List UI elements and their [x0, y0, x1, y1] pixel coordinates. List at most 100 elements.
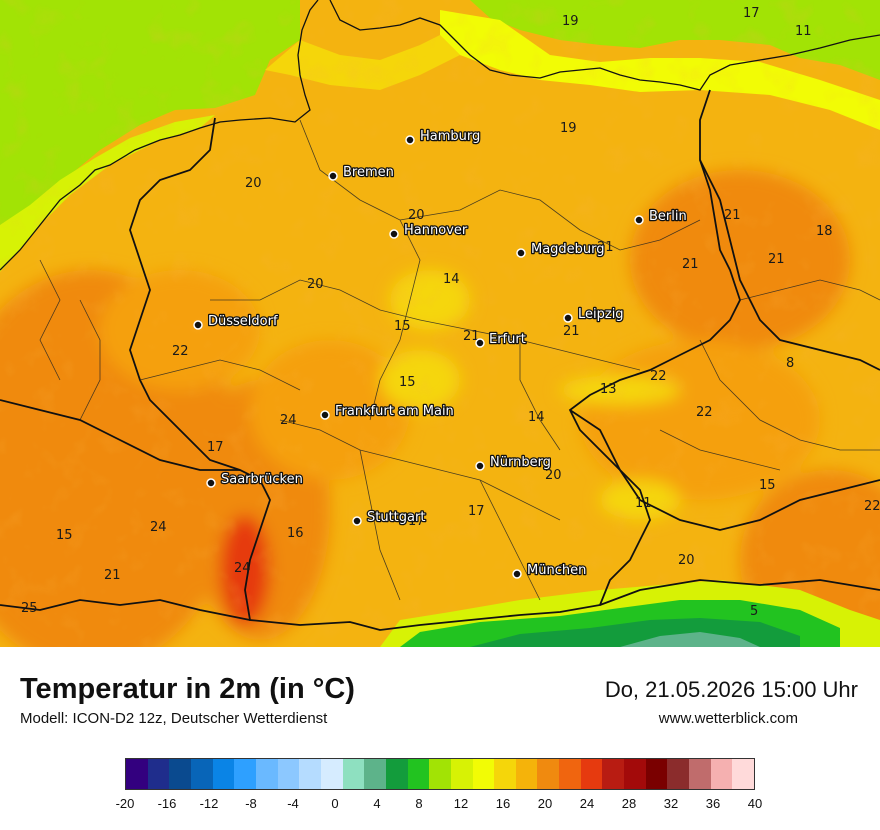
temp-value: 15: [56, 528, 73, 543]
city-label: Stuttgart: [367, 510, 425, 525]
city-magdeburg: Magdeburg: [516, 241, 606, 258]
temp-value: 19: [560, 121, 577, 136]
temp-value: 16: [287, 526, 304, 541]
scale-swatch: [126, 759, 148, 789]
website-link[interactable]: www.wetterblick.com: [658, 710, 798, 727]
scale-tick-label: -8: [245, 796, 257, 811]
temp-value: 21: [682, 257, 699, 272]
scale-swatch: [234, 759, 256, 789]
model-info: Modell: ICON-D2 12z, Deutscher Wetterdie…: [20, 710, 328, 727]
city-stuttgart: Stuttgart: [352, 509, 427, 526]
scale-tick-label: 0: [331, 796, 339, 811]
border-germany: [129, 89, 741, 631]
city-leipzig: Leipzig: [563, 306, 625, 323]
temp-value: 24: [234, 561, 251, 576]
scale-swatch: [624, 759, 646, 789]
city-label: Berlin: [649, 209, 687, 224]
scale-swatch: [190, 759, 213, 789]
scale-tick-label: 12: [453, 796, 469, 811]
scale-tick-label: 32: [663, 796, 679, 811]
scale-swatch: [689, 759, 711, 789]
scale-swatch: [515, 759, 538, 789]
scale-swatch: [710, 759, 733, 789]
border-france: [0, 399, 240, 471]
scale-swatch: [277, 759, 300, 789]
temp-value: 17: [207, 440, 224, 455]
temp-value: 18: [816, 224, 833, 239]
city-label: Erfurt: [489, 332, 526, 347]
temp-value: 20: [545, 468, 562, 483]
forecast-datetime: Do, 21.05.2026 15:00 Uhr: [604, 677, 858, 702]
city-label: Frankfurt am Main: [335, 404, 454, 419]
scale-swatch: [385, 759, 408, 789]
temp-value: 11: [635, 496, 652, 511]
border-swiss: [0, 599, 251, 621]
scale-swatch: [364, 759, 386, 789]
scale-swatch: [559, 759, 581, 789]
temp-value: 22: [172, 344, 189, 359]
scale-tick-label: 24: [579, 796, 595, 811]
temp-value: 11: [795, 24, 812, 39]
temp-value: 17: [743, 6, 760, 21]
border-poland: [699, 159, 880, 371]
border-czech: [569, 409, 880, 531]
temp-value: 20: [245, 176, 262, 191]
scale-swatch: [537, 759, 560, 789]
city-frankfurt: Frankfurt am Main: [320, 403, 455, 420]
map-title: Temperatur in 2m (in °C): [20, 673, 355, 705]
scale-tick-label: 8: [415, 796, 423, 811]
border-austria: [599, 579, 880, 606]
temp-value: 21: [768, 252, 785, 267]
temp-value: 21: [104, 568, 121, 583]
temp-value: 20: [558, 563, 575, 578]
city-erfurt: Erfurt: [475, 331, 527, 348]
temp-value: 20: [408, 208, 425, 223]
city-label: Leipzig: [578, 307, 624, 322]
city-bremen: Bremen: [328, 164, 395, 181]
color-scale-ticks: -20 -16 -12 -8 -4 0 4 8 12 16 20 24 28 32 36 40: [0, 796, 880, 816]
city-saarbruecken: Saarbrücken: [206, 471, 304, 488]
city-duesseldorf: Düsseldorf: [193, 313, 279, 330]
alps-teal: [620, 632, 760, 647]
temp-value: 5: [750, 604, 758, 619]
scale-tick-label: 16: [495, 796, 511, 811]
scale-swatch: [255, 759, 278, 789]
scale-tick-label: -20: [115, 796, 135, 811]
temp-value: 21: [463, 329, 480, 344]
temp-value: 17: [408, 514, 425, 529]
temp-value: 8: [786, 356, 794, 371]
scale-swatch: [299, 759, 321, 789]
temp-value: 14: [528, 410, 545, 425]
temp-value: 25: [21, 601, 38, 616]
temperature-value-labels: 17 11 19 19 20 20 20 14 15 15 22 21 21 2…: [21, 6, 880, 619]
city-markers: Hamburg Bremen Hannover Berlin Magdeburg…: [193, 128, 688, 579]
city-hamburg: Hamburg: [405, 128, 482, 145]
city-label: Nürnberg: [490, 455, 551, 470]
temp-value: 22: [650, 369, 667, 384]
scale-tick-label: 28: [621, 796, 637, 811]
city-label: Saarbrücken: [221, 472, 303, 487]
scale-swatch: [169, 759, 191, 789]
temp-value: 15: [394, 319, 411, 334]
city-nuernberg: Nürnberg: [475, 454, 552, 471]
city-label: Magdeburg: [531, 242, 605, 257]
scale-tick-label: 40: [747, 796, 763, 811]
city-label: Bremen: [343, 165, 394, 180]
scale-tick-label: -4: [287, 796, 299, 811]
temp-value: 19: [562, 14, 579, 29]
temp-value: 14: [443, 272, 460, 287]
temp-value: 21: [563, 324, 580, 339]
scale-tick-label: 4: [373, 796, 381, 811]
scale-swatch: [320, 759, 343, 789]
scale-swatch: [429, 759, 451, 789]
scale-swatch: [667, 759, 690, 789]
scale-swatch: [494, 759, 516, 789]
temp-value: 21: [597, 240, 614, 255]
city-berlin: Berlin: [634, 208, 688, 225]
scale-swatch: [342, 759, 365, 789]
color-scale-legend: [125, 758, 755, 790]
scale-tick-label: 36: [705, 796, 721, 811]
temp-value: 15: [399, 375, 416, 390]
city-label: Hamburg: [420, 129, 480, 144]
temp-value: 22: [696, 405, 713, 420]
